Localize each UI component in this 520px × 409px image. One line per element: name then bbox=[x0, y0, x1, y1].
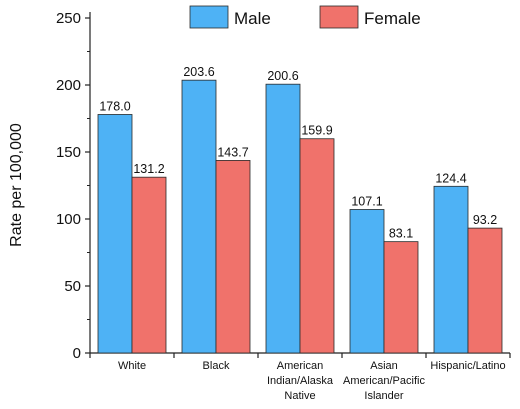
bar-female bbox=[467, 227, 503, 354]
data-label: 107.1 bbox=[351, 194, 382, 208]
bars bbox=[97, 79, 503, 354]
legend-swatch-female bbox=[319, 5, 359, 29]
x-category-label: Black bbox=[203, 360, 230, 372]
bar-female bbox=[215, 160, 251, 354]
axes: 0 50 100 150 200 250 White Black American Indian/… bbox=[56, 10, 511, 402]
bar-male bbox=[181, 79, 217, 354]
data-labels: 178.0 131.2 203.6 143.7 200.6 159.9 107.1 83.1 1… bbox=[99, 65, 497, 240]
data-label: 143.7 bbox=[217, 145, 248, 159]
bar-male bbox=[265, 83, 301, 354]
bar-male bbox=[433, 185, 469, 354]
bar-female bbox=[299, 138, 335, 354]
y-tick-label: 50 bbox=[64, 278, 81, 295]
bar-female bbox=[131, 176, 167, 354]
data-label: 178.0 bbox=[99, 99, 130, 113]
legend-label-female: Female bbox=[364, 9, 421, 28]
x-category-label: Asian bbox=[370, 360, 398, 372]
bar-male bbox=[349, 209, 385, 354]
legend: Male Female bbox=[189, 5, 421, 29]
bar-male bbox=[97, 114, 133, 354]
y-tick-label: 0 bbox=[73, 345, 81, 362]
legend-label-male: Male bbox=[234, 9, 271, 28]
bar-female bbox=[383, 241, 419, 354]
data-label: 159.9 bbox=[301, 124, 332, 138]
y-axis-title: Rate per 100,000 bbox=[8, 123, 25, 247]
legend-swatch-male bbox=[189, 5, 229, 29]
data-label: 131.2 bbox=[133, 162, 164, 176]
x-category-label: Indian/Alaska bbox=[267, 375, 334, 387]
x-category-label: Native bbox=[284, 390, 315, 402]
x-category-label: Hispanic/Latino bbox=[430, 360, 505, 372]
y-tick-label: 150 bbox=[56, 144, 81, 161]
data-label: 83.1 bbox=[389, 227, 413, 241]
x-category-label: American bbox=[277, 360, 323, 372]
data-label: 93.2 bbox=[473, 213, 497, 227]
data-label: 124.4 bbox=[435, 171, 466, 185]
x-category-label: White bbox=[118, 360, 146, 372]
data-label: 200.6 bbox=[267, 69, 298, 83]
y-tick-label: 100 bbox=[56, 211, 81, 228]
y-tick-label: 200 bbox=[56, 77, 81, 94]
y-tick-label: 250 bbox=[56, 10, 81, 27]
x-category-label: American/Pacific bbox=[343, 375, 425, 387]
x-category-label: Islander bbox=[364, 390, 403, 402]
data-label: 203.6 bbox=[183, 65, 214, 79]
